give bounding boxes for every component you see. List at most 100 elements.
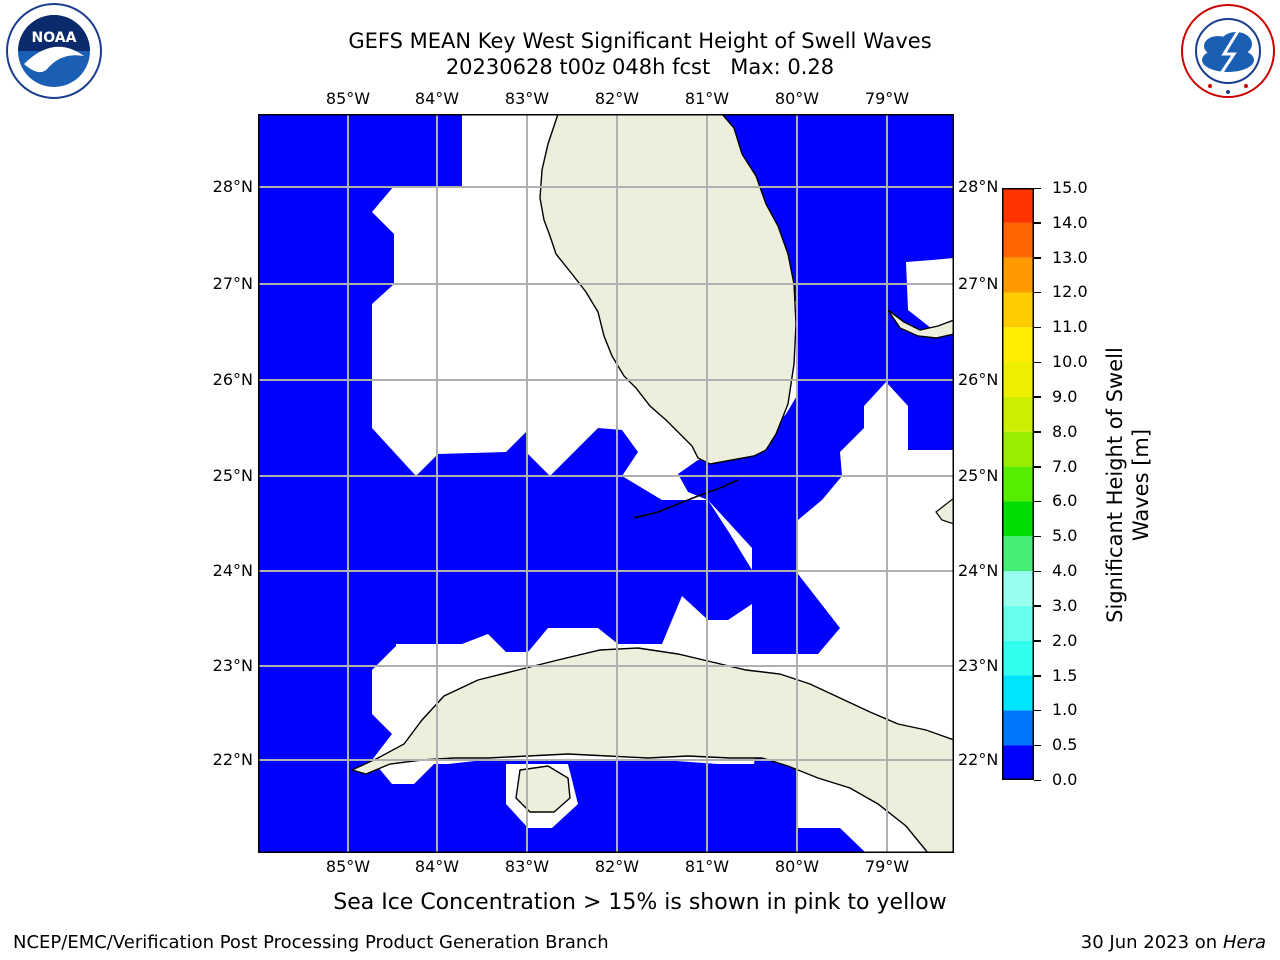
colorbar-tickmark-6 bbox=[1034, 570, 1041, 573]
florida-keys bbox=[633, 479, 739, 519]
land-masses bbox=[349, 114, 954, 853]
lat-tick-left-4: 24°N bbox=[212, 561, 253, 580]
lat-tick-right-5: 23°N bbox=[958, 656, 999, 675]
lat-tick-right-6: 22°N bbox=[958, 750, 999, 769]
colorbar-swatch-8.0 bbox=[1002, 396, 1034, 432]
lon-tick-top-5: 80°W bbox=[774, 89, 820, 108]
noaa-logo-text: NOAA bbox=[32, 30, 77, 46]
colorbar-tick-11: 9.0 bbox=[1052, 386, 1078, 406]
lat-tick-right-2: 26°N bbox=[958, 370, 999, 389]
lon-tick-bottom-1: 84°W bbox=[414, 857, 460, 876]
lon-tick-top-6: 79°W bbox=[864, 89, 910, 108]
footer-date-text: 30 Jun 2023 on bbox=[1080, 932, 1218, 953]
colorbar-tickmark-13 bbox=[1034, 326, 1041, 329]
colorbar-swatch-9.0 bbox=[1002, 362, 1034, 397]
lon-tick-bottom-5: 80°W bbox=[774, 857, 820, 876]
colorbar-swatch-6.0 bbox=[1002, 466, 1034, 502]
lon-tick-bottom-3: 82°W bbox=[594, 857, 640, 876]
lat-tick-right-1: 27°N bbox=[958, 274, 999, 293]
footer-branch: NCEP/EMC/Verification Post Processing Pr… bbox=[13, 932, 609, 953]
nodata-region-3 bbox=[482, 356, 528, 380]
colorbar-tick-9: 7.0 bbox=[1052, 456, 1078, 476]
colorbar-tickmark-17 bbox=[1034, 187, 1041, 189]
swell-height-map bbox=[258, 114, 954, 853]
andros-island bbox=[935, 497, 954, 525]
colorbar-tick-1: 0.5 bbox=[1052, 735, 1078, 755]
lat-tick-left-1: 27°N bbox=[212, 274, 253, 293]
lon-tick-top-1: 84°W bbox=[414, 89, 460, 108]
colorbar-tick-4: 2.0 bbox=[1052, 630, 1078, 650]
colorbar-tick-13: 11.0 bbox=[1052, 317, 1088, 337]
lat-tick-left-2: 26°N bbox=[212, 370, 253, 389]
colorbar-swatch-1.0 bbox=[1002, 675, 1034, 711]
colorbar-tickmark-14 bbox=[1034, 291, 1041, 294]
lon-tick-top-4: 81°W bbox=[684, 89, 730, 108]
colorbar-tick-5: 3.0 bbox=[1052, 595, 1078, 615]
colorbar-tickmark-10 bbox=[1034, 431, 1041, 433]
colorbar-tick-8: 6.0 bbox=[1052, 491, 1078, 511]
chart-title: GEFS MEAN Key West Significant Height of… bbox=[348, 29, 932, 53]
florida-landmass bbox=[539, 114, 797, 465]
colorbar-tickmark-5 bbox=[1034, 605, 1041, 607]
chart-subtitle: 20230628 t00z 048h fcst Max: 0.28 bbox=[445, 55, 835, 79]
colorbar-swatch-2.0 bbox=[1002, 605, 1034, 641]
colorbar-tick-15: 13.0 bbox=[1052, 247, 1088, 267]
colorbar-tickmark-3 bbox=[1034, 675, 1041, 677]
colorbar-swatch-7.0 bbox=[1002, 431, 1034, 467]
colorbar-tickmark-8 bbox=[1034, 500, 1041, 503]
lon-tick-top-0: 85°W bbox=[325, 89, 371, 108]
lon-tick-bottom-2: 83°W bbox=[504, 857, 550, 876]
colorbar-tick-17: 15.0 bbox=[1052, 178, 1088, 197]
colorbar-tickmark-16 bbox=[1034, 222, 1041, 224]
colorbar-tickmark-2 bbox=[1034, 709, 1041, 712]
colorbar-swatch-13.0 bbox=[1002, 222, 1034, 258]
footer-date: 30 Jun 2023 on Hera bbox=[1081, 932, 1266, 954]
bahamas-islands bbox=[887, 309, 954, 339]
colorbar-tick-10: 8.0 bbox=[1052, 421, 1078, 441]
colorbar-tickmark-11 bbox=[1034, 396, 1041, 398]
nws-logo bbox=[1178, 2, 1278, 100]
colorbar-tickmark-15 bbox=[1034, 257, 1041, 259]
colorbar bbox=[1002, 188, 1034, 780]
nodata-region-4 bbox=[906, 258, 954, 334]
colorbar-swatch-11.0 bbox=[1002, 292, 1034, 328]
lon-tick-bottom-6: 79°W bbox=[864, 857, 910, 876]
lat-tick-right-3: 25°N bbox=[958, 466, 999, 485]
lon-tick-bottom-4: 81°W bbox=[684, 857, 730, 876]
colorbar-swatch-10.0 bbox=[1002, 327, 1034, 363]
lat-tick-left-5: 23°N bbox=[212, 656, 253, 675]
colorbar-swatch-4.0 bbox=[1002, 536, 1034, 572]
colorbar-label: Significant Height of Swell Waves [m] bbox=[1103, 347, 1153, 623]
colorbar-tickmark-9 bbox=[1034, 466, 1041, 468]
colorbar-swatch-0.0 bbox=[1002, 745, 1034, 780]
colorbar-tick-6: 4.0 bbox=[1052, 561, 1078, 581]
colorbar-swatch-3.0 bbox=[1002, 571, 1034, 606]
colorbar-tickmark-0 bbox=[1034, 779, 1041, 781]
colorbar-swatch-1.5 bbox=[1002, 640, 1034, 676]
lat-tick-left-6: 22°N bbox=[212, 750, 253, 769]
map-frame bbox=[258, 114, 954, 853]
sea-ice-note: Sea Ice Concentration > 15% is shown in … bbox=[333, 890, 947, 915]
colorbar-swatch-14.0 bbox=[1002, 188, 1034, 223]
footer-host: Hera bbox=[1222, 932, 1266, 953]
colorbar-swatch-12.0 bbox=[1002, 257, 1034, 293]
colorbar-tickmark-7 bbox=[1034, 535, 1041, 538]
lat-tick-right-0: 28°N bbox=[958, 177, 999, 196]
colorbar-tick-12: 10.0 bbox=[1052, 352, 1088, 372]
colorbar-swatch-0.5 bbox=[1002, 710, 1034, 746]
colorbar-tickmark-1 bbox=[1034, 744, 1041, 747]
colorbar-tick-0: 0.0 bbox=[1052, 770, 1078, 789]
isla-juventud bbox=[515, 765, 571, 813]
graticule bbox=[258, 114, 954, 853]
colorbar-swatch-5.0 bbox=[1002, 501, 1034, 537]
colorbar-tick-2: 1.0 bbox=[1052, 700, 1078, 720]
lon-tick-top-3: 82°W bbox=[594, 89, 640, 108]
colorbar-tick-16: 14.0 bbox=[1052, 212, 1088, 232]
lon-tick-top-2: 83°W bbox=[504, 89, 550, 108]
colorbar-tick-3: 1.5 bbox=[1052, 665, 1078, 685]
noaa-logo: NOAA bbox=[2, 2, 106, 100]
lat-tick-left-3: 25°N bbox=[212, 466, 253, 485]
lat-tick-right-4: 24°N bbox=[958, 561, 999, 580]
lat-tick-left-0: 28°N bbox=[212, 177, 253, 196]
colorbar-tickmark-12 bbox=[1034, 361, 1041, 364]
